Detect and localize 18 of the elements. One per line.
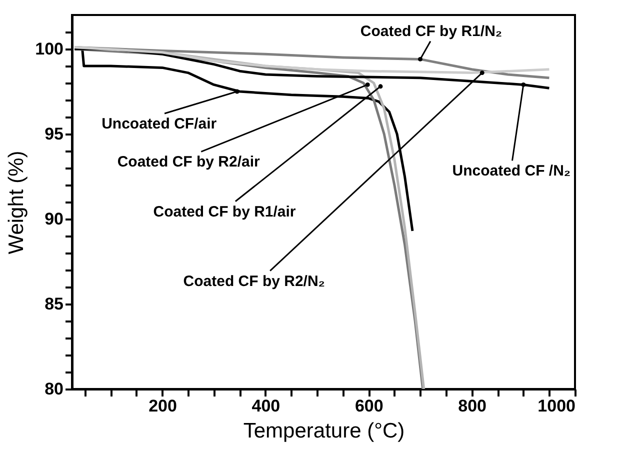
annotation: Coated CF by R1/air	[153, 203, 296, 220]
x-tick-label: 1000	[538, 396, 576, 416]
y-tick-label: 100	[35, 40, 64, 58]
annotation: Coated CF by R1/N₂	[360, 23, 502, 40]
x-tick-label: 400	[252, 396, 280, 416]
annotation: Uncoated CF /N₂	[452, 162, 571, 180]
y-tick-label: 80	[44, 380, 64, 398]
x-tick-label: 600	[354, 396, 384, 416]
x-axis-title: Temperature (°C)	[243, 420, 405, 442]
y-tick-label: 95	[44, 124, 64, 144]
y-tick-label: 85	[44, 294, 64, 314]
x-tick-label: 800	[458, 396, 487, 416]
y-axis-title: Weight (%)	[5, 150, 28, 254]
annotation: Uncoated CF/air	[102, 116, 217, 132]
x-tick-label: 200	[148, 396, 177, 416]
y-tick-label: 90	[44, 210, 64, 228]
annotation: Coated CF by R2/N₂	[183, 272, 325, 290]
annotation: Coated CF by R2/air	[117, 154, 260, 171]
